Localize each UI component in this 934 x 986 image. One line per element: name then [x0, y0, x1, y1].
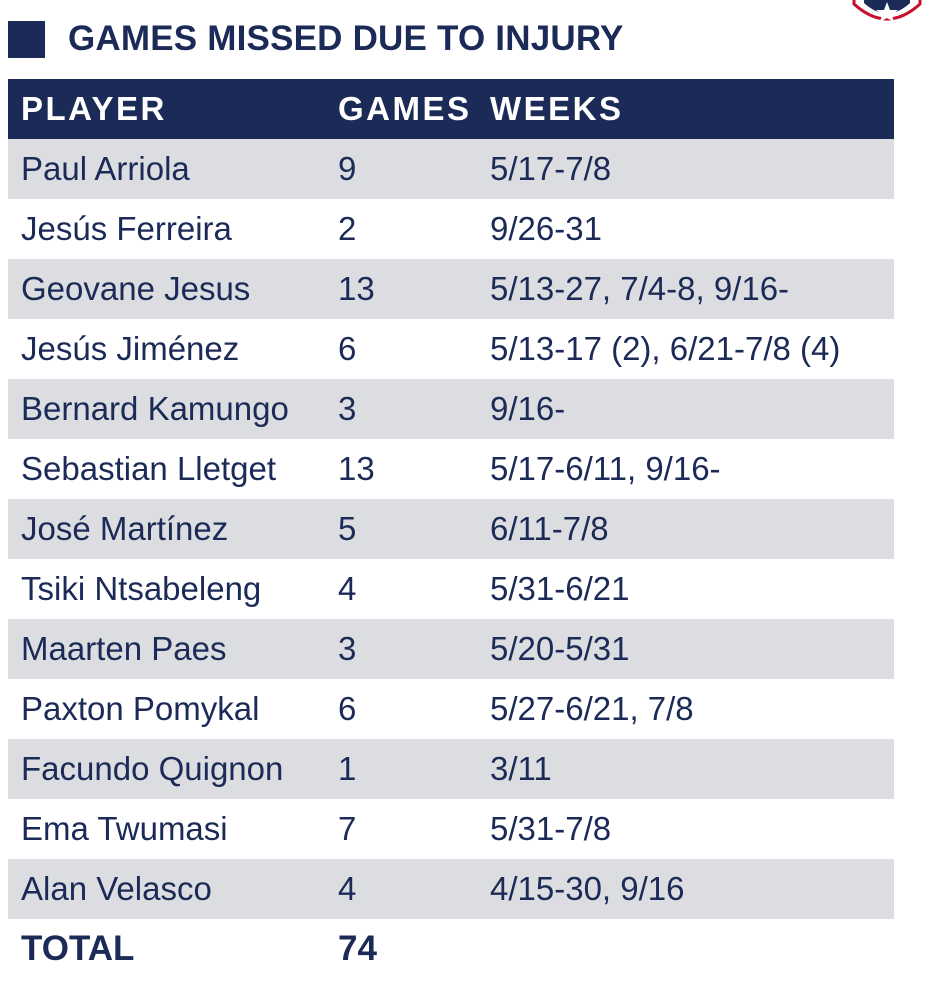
weeks-missed: 9/16-: [490, 390, 566, 427]
column-header-games: GAMES: [338, 90, 472, 127]
games-missed: 13: [338, 270, 375, 307]
player-name: Jesús Ferreira: [21, 210, 232, 247]
heading-square-marker: [8, 20, 45, 58]
games-missed: 3: [338, 630, 357, 667]
player-name: Paxton Pomykal: [21, 690, 260, 727]
player-name: Alan Velasco: [21, 870, 212, 907]
player-name: Ema Twumasi: [21, 810, 228, 847]
table-row: Paxton Pomykal 6 5/27-6/21, 7/8: [8, 679, 894, 739]
weeks-missed: 5/17-6/11, 9/16-: [490, 450, 721, 487]
player-name: Facundo Quignon: [21, 750, 284, 787]
weeks-missed: 6/11-7/8: [490, 510, 609, 547]
table-row: Alan Velasco 4 4/15-30, 9/16: [8, 859, 894, 919]
weeks-missed: 9/26-31: [490, 210, 602, 247]
total-label: TOTAL: [21, 929, 135, 968]
total-games: 74: [338, 929, 377, 968]
table-row: Facundo Quignon 1 3/11: [8, 739, 894, 799]
games-missed: 6: [338, 690, 357, 727]
column-header-weeks: WEEKS: [490, 90, 624, 127]
games-missed: 6: [338, 330, 357, 367]
weeks-missed: 5/17-7/8: [490, 150, 612, 187]
player-name: Tsiki Ntsabeleng: [21, 570, 262, 607]
injury-table: PLAYER GAMES WEEKS Paul Arriola 9 5/17-7…: [8, 79, 894, 979]
weeks-missed: 5/13-27, 7/4-8, 9/16-: [490, 270, 790, 307]
table-row: Sebastian Lletget 13 5/17-6/11, 9/16-: [8, 439, 894, 499]
games-missed: 4: [338, 570, 357, 607]
section-heading: GAMES MISSED DUE TO INJURY: [8, 19, 624, 58]
player-name: Maarten Paes: [21, 630, 227, 667]
table-row: Jesús Ferreira 2 9/26-31: [8, 199, 894, 259]
player-name: Sebastian Lletget: [21, 450, 277, 487]
games-missed: 4: [338, 870, 357, 907]
player-name: José Martínez: [21, 510, 229, 547]
total-row: TOTAL 74: [8, 919, 894, 979]
weeks-missed: 4/15-30, 9/16: [490, 870, 685, 907]
games-missed: 1: [338, 750, 357, 787]
weeks-missed: 5/13-17 (2), 6/21-7/8 (4): [490, 330, 841, 367]
page-title: GAMES MISSED DUE TO INJURY: [68, 19, 624, 58]
player-name: Bernard Kamungo: [21, 390, 289, 427]
games-missed: 2: [338, 210, 357, 247]
table-row: Paul Arriola 9 5/17-7/8: [8, 139, 894, 199]
player-name: Jesús Jiménez: [21, 330, 240, 367]
table-row: Jesús Jiménez 6 5/13-17 (2), 6/21-7/8 (4…: [8, 319, 894, 379]
player-name: Paul Arriola: [21, 150, 190, 187]
weeks-missed: 5/31-6/21: [490, 570, 630, 607]
weeks-missed: 5/27-6/21, 7/8: [490, 690, 694, 727]
weeks-missed: 5/20-5/31: [490, 630, 630, 667]
column-header-player: PLAYER: [21, 90, 167, 127]
games-missed: 5: [338, 510, 357, 547]
games-missed: 7: [338, 810, 357, 847]
games-missed: 9: [338, 150, 357, 187]
player-name: Geovane Jesus: [21, 270, 251, 307]
games-missed: 13: [338, 450, 375, 487]
table-row: Maarten Paes 3 5/20-5/31: [8, 619, 894, 679]
team-crest-logo: [852, 0, 922, 24]
table-row: Ema Twumasi 7 5/31-7/8: [8, 799, 894, 859]
weeks-missed: 5/31-7/8: [490, 810, 612, 847]
table-row: Bernard Kamungo 3 9/16-: [8, 379, 894, 439]
table-row: Geovane Jesus 13 5/13-27, 7/4-8, 9/16-: [8, 259, 894, 319]
weeks-missed: 3/11: [490, 750, 552, 787]
table-row: José Martínez 5 6/11-7/8: [8, 499, 894, 559]
games-missed: 3: [338, 390, 357, 427]
table-row: Tsiki Ntsabeleng 4 5/31-6/21: [8, 559, 894, 619]
table-header: PLAYER GAMES WEEKS: [8, 79, 894, 139]
